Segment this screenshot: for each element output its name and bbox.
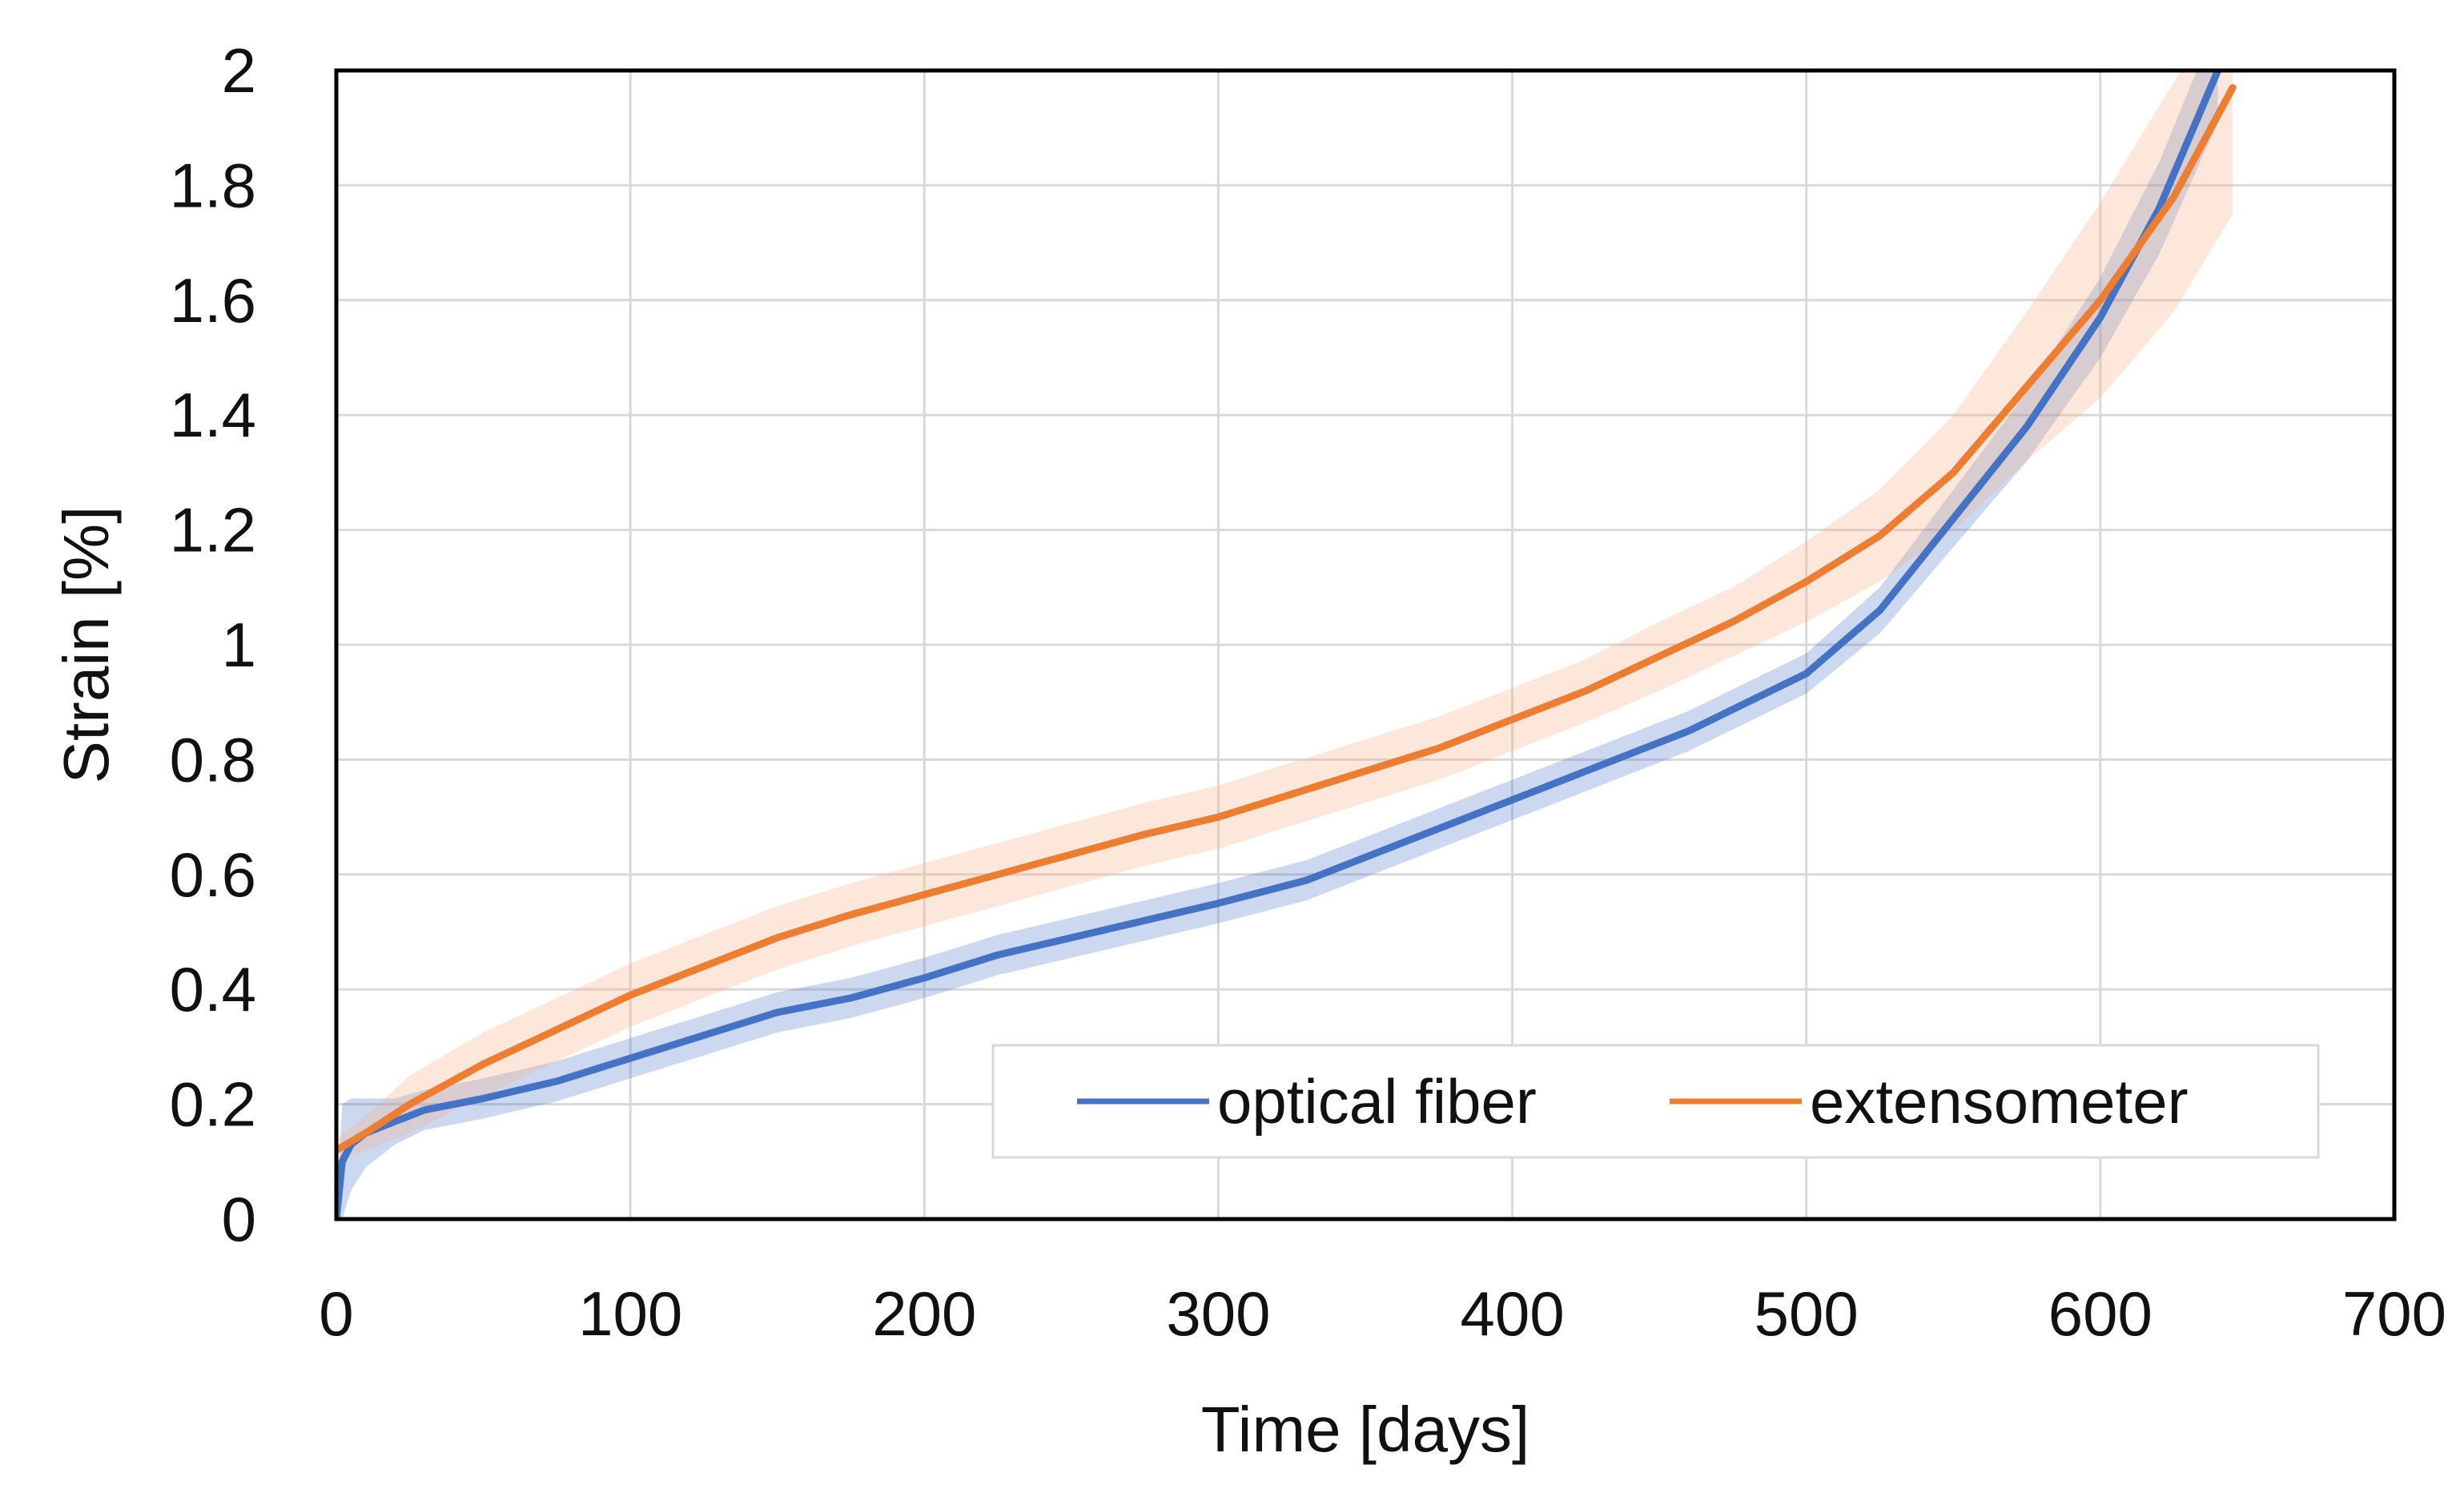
x-tick-label: 0 bbox=[319, 1278, 353, 1349]
y-tick-label: 2 bbox=[222, 35, 256, 106]
x-tick-label: 300 bbox=[1166, 1278, 1270, 1349]
y-tick-label: 0.4 bbox=[170, 954, 256, 1024]
series-lines bbox=[336, 70, 2237, 1219]
x-tick-label: 100 bbox=[578, 1278, 682, 1349]
series-line-extensometer bbox=[336, 84, 2237, 1154]
legend-box bbox=[991, 1044, 2320, 1159]
legend-label-optical-fiber: optical fiber bbox=[1217, 1066, 1537, 1137]
legend: optical fiber extensometer bbox=[991, 1044, 2320, 1159]
confidence-bands bbox=[336, 70, 2233, 1219]
y-tick-label: 1.6 bbox=[170, 265, 256, 336]
y-tick-label: 0.2 bbox=[170, 1069, 256, 1140]
x-axis-title: Time [days] bbox=[1201, 1394, 1529, 1465]
x-tick-label: 500 bbox=[1755, 1278, 1859, 1349]
x-axis-ticks: 0 100 200 300 400 500 600 700 bbox=[319, 1278, 2446, 1349]
confidence-band-extensometer bbox=[336, 70, 2233, 1162]
y-tick-label: 1.2 bbox=[170, 495, 256, 565]
x-tick-label: 200 bbox=[872, 1278, 976, 1349]
plot-frame bbox=[334, 68, 2397, 1221]
x-tick-label: 400 bbox=[1461, 1278, 1565, 1349]
x-tick-label: 700 bbox=[2342, 1278, 2446, 1349]
y-tick-label: 1 bbox=[222, 610, 256, 680]
y-axis-ticks: 0 0.2 0.4 0.6 0.8 1 1.2 1.4 1.6 1.8 2 bbox=[170, 35, 256, 1254]
confidence-band-optical-fiber bbox=[336, 70, 2218, 1219]
grid bbox=[335, 69, 2396, 1221]
y-tick-label: 0.6 bbox=[170, 839, 256, 910]
y-tick-label: 0.8 bbox=[170, 724, 256, 795]
y-tick-label: 1.8 bbox=[170, 150, 256, 220]
series-line-optical-fiber bbox=[336, 70, 2222, 1219]
legend-label-extensometer: extensometer bbox=[1810, 1066, 2189, 1137]
y-tick-label: 1.4 bbox=[170, 380, 256, 450]
y-axis-title: Strain [%] bbox=[50, 506, 122, 784]
x-tick-label: 600 bbox=[2048, 1278, 2152, 1349]
y-tick-label: 0 bbox=[222, 1184, 256, 1254]
